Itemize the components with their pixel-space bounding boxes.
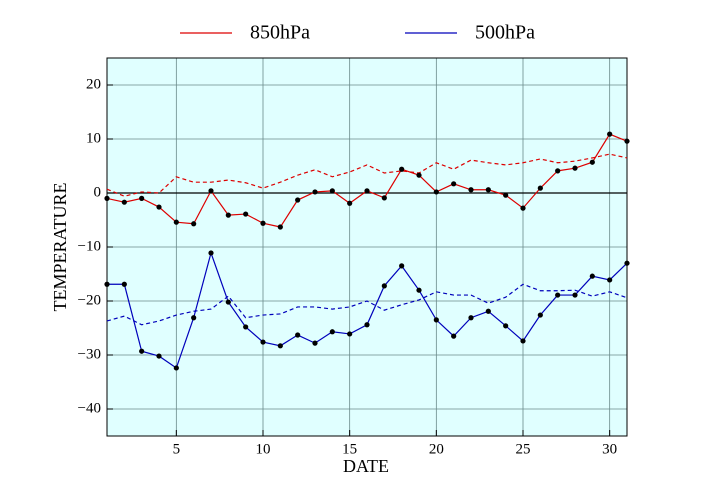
point [173, 365, 179, 371]
y-tick-label: 10 [86, 130, 101, 146]
x-tick-label: 30 [602, 441, 617, 457]
point [537, 312, 543, 318]
point [260, 220, 266, 226]
point [312, 340, 318, 346]
legend-label: 850hPa [250, 22, 310, 44]
point [364, 188, 370, 194]
x-tick-label: 10 [256, 441, 271, 457]
y-tick-label: −20 [78, 292, 101, 308]
point [191, 221, 197, 227]
dashed-line [106, 283, 628, 326]
x-tick-label: 25 [516, 441, 531, 457]
point [121, 199, 127, 205]
x-axis-label: DATE [343, 456, 389, 476]
dashed-line [106, 153, 628, 197]
point [260, 339, 266, 345]
y-tick-label: −10 [78, 238, 101, 254]
legend-label: 500hPa [475, 22, 535, 44]
point [156, 353, 162, 359]
point [191, 315, 197, 321]
point [451, 333, 457, 339]
point [399, 263, 405, 269]
point [503, 323, 509, 329]
point [433, 317, 439, 323]
point [104, 195, 110, 201]
point [225, 212, 231, 218]
y-tick-label: −30 [78, 346, 101, 362]
point [173, 219, 179, 225]
point [624, 260, 630, 266]
point [555, 168, 561, 174]
point [572, 292, 578, 298]
point [485, 187, 491, 193]
point [589, 159, 595, 165]
y-tick-label: 20 [86, 76, 101, 92]
point [156, 204, 162, 210]
point [277, 224, 283, 230]
point [399, 166, 405, 172]
x-tick-label: 15 [342, 441, 357, 457]
point [329, 329, 335, 335]
point [607, 277, 613, 283]
point [139, 348, 145, 354]
point [329, 188, 335, 194]
point [364, 322, 370, 328]
point [139, 195, 145, 201]
point [468, 187, 474, 193]
point [537, 185, 543, 191]
point [433, 189, 439, 195]
point [381, 195, 387, 201]
point [485, 308, 491, 314]
x-tick-label: 5 [173, 441, 181, 457]
point [468, 315, 474, 321]
point [121, 281, 127, 287]
plot-frame [106, 57, 628, 437]
point [381, 283, 387, 289]
point [451, 181, 457, 187]
y-tick-label: −40 [78, 400, 101, 416]
point [104, 281, 110, 287]
point [555, 292, 561, 298]
point [520, 338, 526, 344]
y-axis-label: TEMPERATURE [50, 182, 70, 311]
point [225, 299, 231, 305]
point [503, 192, 509, 198]
point [624, 138, 630, 144]
y-tick-label: 0 [94, 184, 102, 200]
point [416, 287, 422, 293]
point [243, 324, 249, 330]
point [347, 331, 353, 337]
point [589, 273, 595, 279]
point [347, 200, 353, 206]
point [243, 211, 249, 217]
point [295, 332, 301, 338]
point [312, 189, 318, 195]
point [208, 188, 214, 194]
point [416, 172, 422, 178]
point [572, 165, 578, 171]
x-tick-label: 20 [429, 441, 444, 457]
point [520, 205, 526, 211]
point [295, 197, 301, 203]
point [277, 343, 283, 349]
point [208, 250, 214, 256]
point [607, 131, 613, 137]
